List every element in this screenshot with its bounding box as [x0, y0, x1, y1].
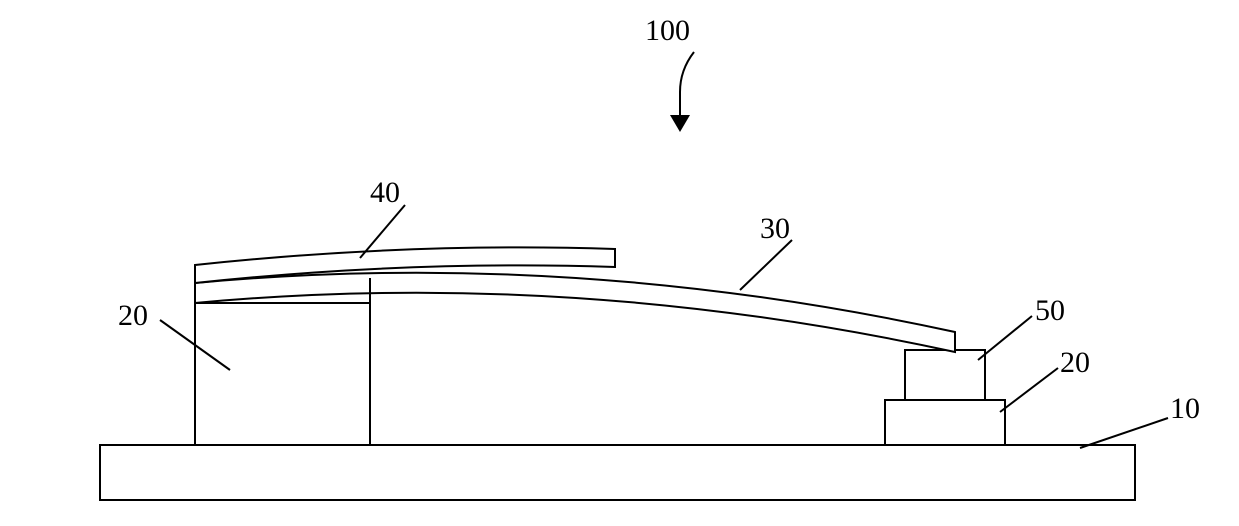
- label-piezo-layer: 40: [370, 176, 400, 209]
- part-support-left: [195, 303, 370, 445]
- label-support-right: 20: [1060, 346, 1090, 379]
- part-base: [100, 445, 1135, 500]
- label-assembly: 100: [645, 14, 690, 47]
- label-support-left: 20: [118, 299, 148, 332]
- label-beam: 30: [760, 212, 790, 245]
- part-support-right: [885, 400, 1005, 445]
- part-contact-block: [905, 350, 985, 400]
- label-contact-block: 50: [1035, 294, 1065, 327]
- label-base: 10: [1170, 392, 1200, 425]
- diagram-canvas: 10 20 20 50 30 40 100: [0, 0, 1239, 526]
